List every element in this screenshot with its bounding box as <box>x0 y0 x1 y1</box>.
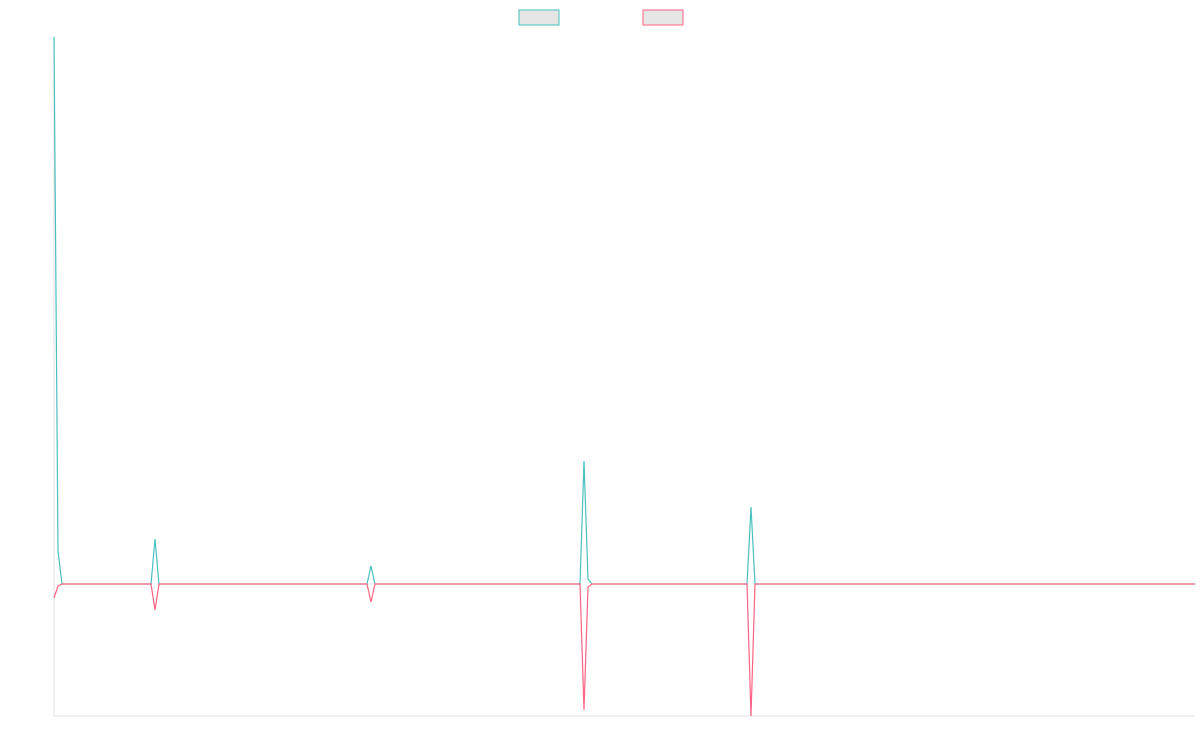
series-line <box>53 583 1195 717</box>
legend-swatch <box>518 9 560 26</box>
series-line <box>53 36 1195 585</box>
legend-swatch <box>642 9 684 26</box>
